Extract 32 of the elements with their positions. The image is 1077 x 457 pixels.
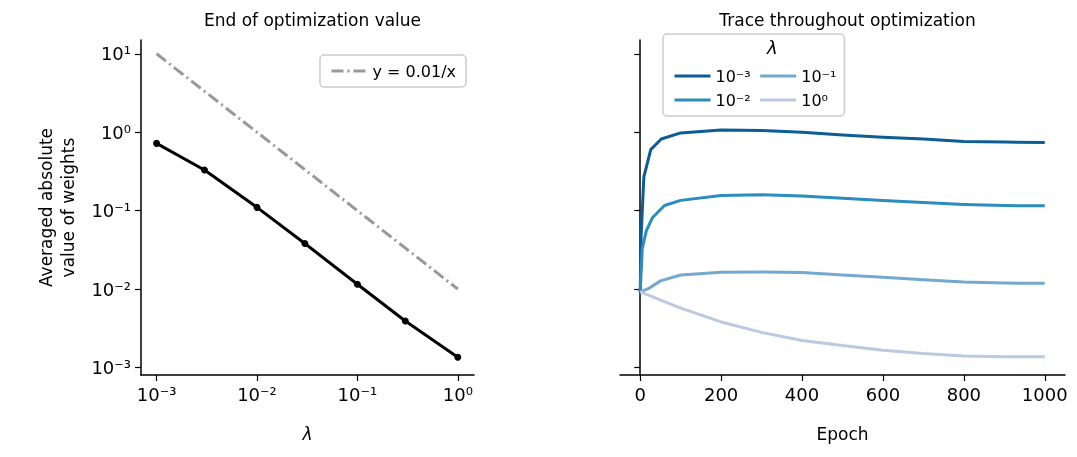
y-tick-label: 10⁻³ [91, 356, 131, 378]
point [401, 317, 409, 325]
legend-label: y = 0.01/x [372, 61, 456, 81]
x-tick-label: 10⁻¹ [337, 383, 378, 405]
y-tick-label: 10⁻² [91, 278, 131, 300]
x-axis-title: Epoch [816, 424, 869, 444]
legend-label: 10⁻³ [715, 66, 751, 86]
y-tick-label: 10⁰ [100, 121, 131, 143]
x-tick-label: 1000 [1021, 383, 1068, 405]
x-tick-label: 10⁻² [237, 383, 277, 405]
legend-label: 10⁰ [801, 90, 828, 110]
x-tick-label: 600 [865, 383, 901, 405]
legend-title: λ [766, 36, 778, 58]
point [454, 353, 462, 361]
x-tick-label: 800 [946, 383, 982, 405]
legend-label: 10⁻¹ [801, 66, 837, 86]
y-tick-label: 10⁻¹ [91, 200, 131, 222]
chart-title: Trace throughout optimization [718, 9, 976, 30]
chart-title: End of optimization value [203, 9, 422, 30]
x-tick-label: 10⁻³ [136, 383, 177, 405]
x-tick-label: 200 [703, 383, 739, 405]
y-tick-label: 10¹ [100, 43, 131, 65]
x-tick-label: 400 [784, 383, 820, 405]
x-tick-label: 10⁰ [442, 383, 473, 405]
point [301, 240, 309, 248]
x-tick-label: 0 [634, 383, 646, 405]
y-axis-title: Averaged absolute value of weights [36, 127, 78, 288]
point [353, 280, 361, 288]
x-axis-title: λ [301, 424, 313, 444]
point [253, 203, 261, 211]
point [153, 139, 161, 147]
legend-label: 10⁻² [715, 90, 751, 110]
